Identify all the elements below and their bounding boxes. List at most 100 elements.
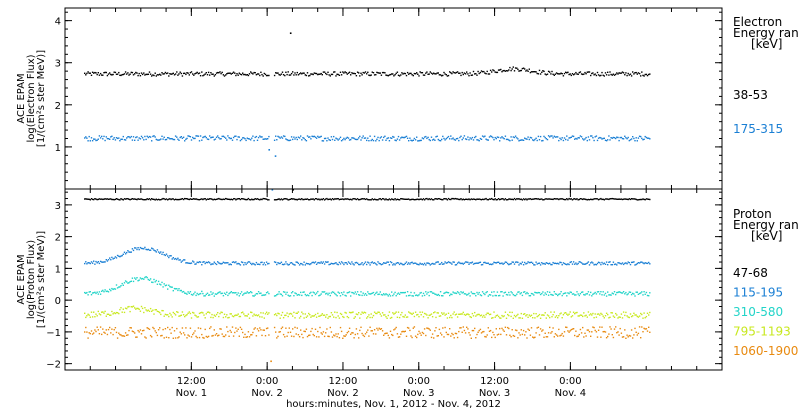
data-point	[394, 264, 396, 266]
data-point	[640, 198, 642, 201]
data-point	[237, 262, 239, 265]
data-point	[452, 333, 454, 336]
data-point	[622, 263, 625, 266]
data-point	[507, 294, 509, 296]
data-point	[445, 138, 447, 140]
data-point	[235, 327, 237, 329]
data-point	[185, 327, 187, 329]
data-point	[118, 137, 120, 139]
data-point	[116, 337, 119, 339]
data-point	[354, 316, 356, 318]
data-point	[485, 197, 487, 200]
data-point	[360, 313, 362, 315]
data-point	[124, 332, 127, 334]
data-point	[252, 295, 254, 297]
data-point	[528, 295, 530, 297]
data-point	[89, 332, 91, 335]
data-point	[192, 311, 194, 314]
data-point	[444, 261, 446, 263]
data-point	[612, 315, 615, 317]
data-point	[625, 337, 627, 339]
data-point	[251, 137, 253, 139]
data-point	[608, 333, 610, 335]
data-point	[426, 137, 428, 140]
data-point	[533, 198, 535, 200]
data-point	[122, 335, 124, 337]
data-point	[438, 74, 441, 76]
data-point	[203, 337, 205, 339]
data-point	[129, 73, 131, 75]
data-point	[227, 317, 229, 319]
data-point	[119, 333, 121, 336]
data-point	[171, 316, 173, 318]
data-point	[616, 332, 618, 334]
data-point	[615, 137, 617, 140]
data-point	[378, 327, 380, 329]
data-point	[599, 314, 601, 316]
data-point	[549, 71, 551, 73]
data-point	[427, 73, 429, 75]
data-point	[318, 336, 320, 338]
data-point	[557, 198, 559, 200]
data-point	[342, 293, 344, 296]
data-point	[563, 331, 566, 333]
data-point	[620, 313, 623, 315]
data-point	[260, 136, 262, 138]
data-point	[184, 72, 186, 74]
data-point	[420, 139, 422, 142]
data-point	[351, 311, 353, 314]
data-point	[140, 278, 143, 280]
data-point	[170, 73, 172, 75]
data-point	[279, 199, 281, 201]
data-point	[325, 72, 327, 75]
data-point	[347, 261, 350, 263]
data-point	[267, 313, 269, 315]
data-point	[338, 292, 341, 294]
data-point	[416, 294, 418, 296]
data-point	[255, 261, 258, 264]
data-point	[402, 315, 404, 318]
data-point	[206, 311, 209, 313]
data-point	[420, 291, 422, 294]
data-point	[331, 263, 334, 265]
data-point	[395, 72, 397, 75]
data-point	[152, 198, 154, 200]
data-point	[549, 291, 551, 293]
data-point	[503, 315, 505, 317]
data-point	[502, 198, 504, 200]
data-point	[562, 335, 565, 337]
data-point	[222, 261, 225, 263]
data-point	[433, 263, 435, 265]
data-point	[622, 311, 625, 313]
data-point	[476, 333, 478, 336]
data-point	[609, 316, 611, 318]
data-point	[226, 139, 228, 141]
data-point	[153, 278, 155, 281]
data-point	[454, 314, 457, 316]
data-point	[380, 263, 383, 266]
data-point	[520, 312, 522, 315]
data-point	[593, 198, 595, 200]
data-point	[632, 315, 634, 317]
data-point	[580, 73, 583, 75]
data-point	[120, 307, 122, 309]
data-point	[195, 263, 197, 265]
data-point	[220, 72, 222, 75]
data-point	[493, 69, 495, 72]
data-point	[86, 331, 88, 333]
data-point	[275, 199, 277, 201]
data-point	[619, 262, 621, 265]
data-point	[214, 315, 217, 317]
data-point	[239, 198, 242, 201]
data-point	[373, 74, 376, 76]
data-point	[617, 73, 619, 75]
data-point	[282, 291, 285, 293]
data-point	[311, 135, 313, 137]
data-point	[263, 329, 265, 331]
data-point	[242, 311, 244, 313]
data-point	[361, 262, 363, 264]
data-point	[227, 330, 229, 333]
data-point	[218, 334, 220, 336]
data-point	[400, 137, 402, 139]
data-point	[325, 316, 327, 318]
